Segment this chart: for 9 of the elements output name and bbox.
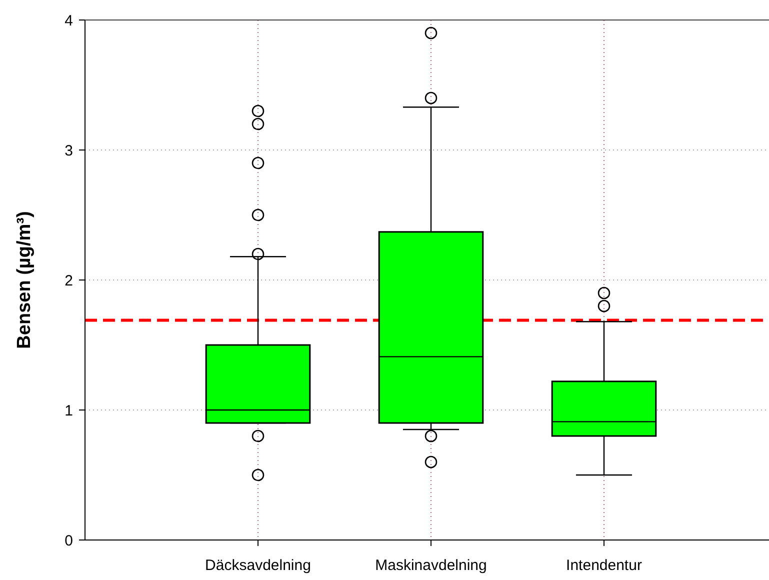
y-tick-label: 3 — [64, 142, 73, 160]
x-tick-label: Däcksavdelning — [205, 557, 311, 574]
x-tick-label: Maskinavdelning — [375, 557, 487, 574]
y-tick-label: 0 — [64, 532, 73, 550]
y-tick-label: 2 — [64, 272, 73, 290]
y-axis-title: Bensen (µg/m³) — [14, 211, 35, 349]
y-tick-label: 1 — [64, 402, 73, 420]
x-tick-label: Intendentur — [566, 557, 642, 574]
y-tick-label: 4 — [64, 12, 73, 30]
